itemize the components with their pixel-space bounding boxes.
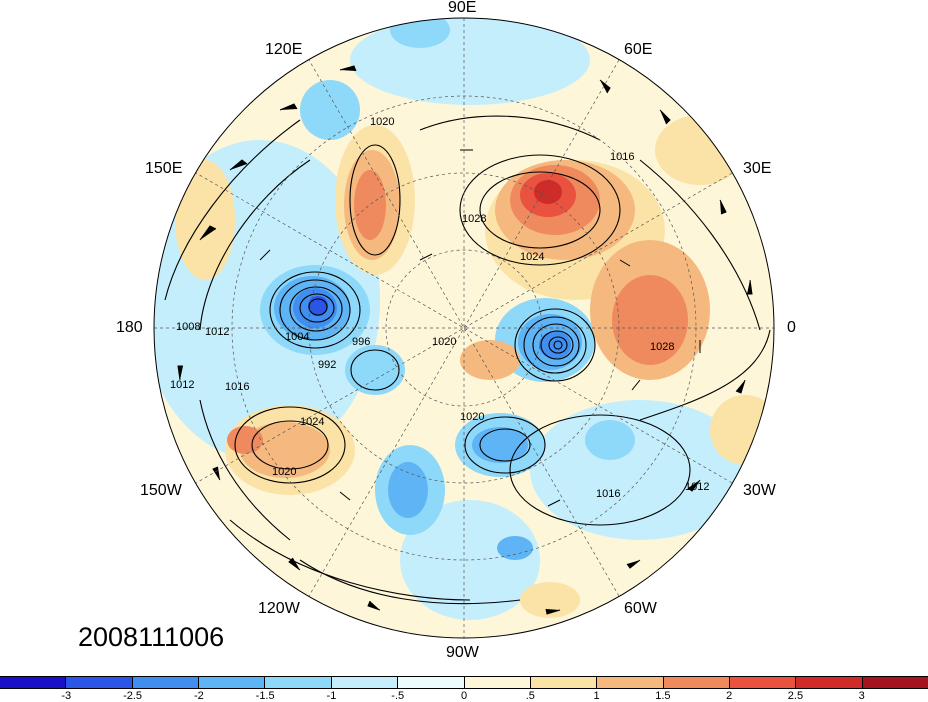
contour-label: 1020 [272,466,296,478]
contour-label: 1012 [170,379,194,391]
wind-barbs [177,65,753,615]
colorbar-tick-label: -2 [193,690,204,702]
colorbar-tick-label: -1.5 [255,690,275,702]
colorbar-segment [464,677,531,688]
colorbar-tick-label: -2.5 [123,690,143,702]
lon-label-30e: 30E [743,160,772,177]
contour-label: 1028 [650,341,674,353]
lon-label-120w: 120W [258,600,300,617]
colorbar-segment [398,677,465,688]
lon-label-0: 0 [787,319,796,336]
colorbar-labels: -3 -2.5 -2 -1.5 -1 -.5 0 .5 1 1.5 2 2.5 3 [0,690,928,702]
lon-label-150w: 150W [140,482,182,499]
colorbar-tick-label: 0 [460,690,468,702]
colorbar-segment [729,677,797,688]
lon-label-120e: 120E [265,41,303,58]
colorbar-tick-label: -.5 [391,690,405,702]
colorbar [0,676,928,689]
lon-label-90w: 90W [446,644,479,661]
colorbar-tick-label: .5 [525,690,535,702]
colorbar-tick-label: 2.5 [787,690,804,702]
contour-label-group: 1020 1028 1024 1016 1012 1008 1004 996 9… [170,116,709,500]
lon-label-180: 180 [116,319,143,336]
colorbar-segment [0,677,67,688]
contour-label: 1016 [596,488,620,500]
timestamp-label: 2008111006 [78,622,225,652]
colorbar-segment [132,677,200,688]
contour-label: 996 [352,336,370,348]
contour-label: 1012 [205,326,229,338]
contour-label: 1016 [225,381,249,393]
contour-label: 1020 [432,336,456,348]
contour-label: 1020 [370,116,394,128]
contour-label: 1024 [520,251,544,263]
colorbar-segment [663,677,730,688]
polar-map: 1020 1028 1024 1016 1012 1008 1004 996 9… [153,17,775,639]
colorbar-tick-label: -3 [61,690,72,702]
contour-label: 1028 [462,213,486,225]
colorbar-segment [530,677,598,688]
colorbar-segment [597,677,664,688]
lon-label-60w: 60W [624,600,657,617]
lon-label-60e: 60E [624,41,653,58]
contour-label: 1020 [460,411,484,423]
colorbar-segment [331,677,399,688]
map-boundary [153,17,775,639]
contour-label: 992 [318,359,336,371]
contour-label: 1012 [685,481,709,493]
contour-label: 1008 [176,321,200,333]
contour-label: 1016 [610,151,634,163]
colorbar-segment [66,677,133,688]
colorbar-segment [265,677,332,688]
graticule [154,18,774,638]
contour-label: 1004 [285,331,309,343]
lon-label-90e: 90E [448,0,477,16]
colorbar-tick-label: 2 [726,690,733,702]
colorbar-tick-label: 1.5 [655,690,671,702]
lon-label-150e: 150E [145,160,183,177]
colorbar-segment [862,677,928,688]
lon-label-30w: 30W [743,482,776,499]
contour-label: 1024 [300,416,324,428]
colorbar-tick-label: 1 [593,690,600,702]
anomaly-field [154,18,774,638]
colorbar-segment [796,677,863,688]
colorbar-segment [199,677,266,688]
colorbar-tick-label: -1 [326,690,337,702]
colorbar-tick-label: 3 [858,690,865,702]
